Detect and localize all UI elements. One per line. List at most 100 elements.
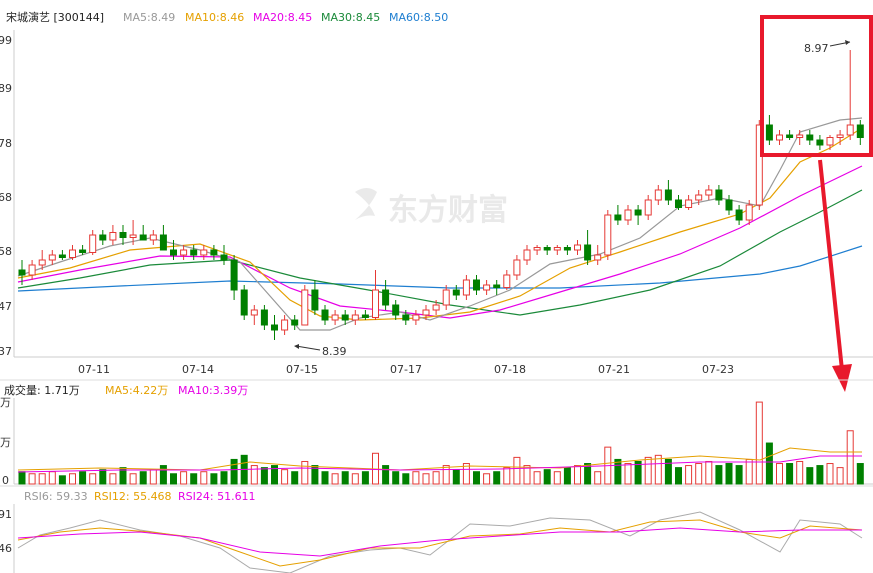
candle xyxy=(230,259,238,291)
x-tick-0717: 07-17 xyxy=(390,363,422,376)
candle xyxy=(856,124,864,138)
candle xyxy=(735,209,743,221)
rsi6-label: RSI6: 59.33 xyxy=(24,490,88,503)
candle xyxy=(139,234,147,241)
volume-bar xyxy=(321,471,329,485)
candle xyxy=(291,319,299,326)
low-arrowhead-icon xyxy=(294,344,299,349)
volume-bar xyxy=(129,473,137,485)
vol-tick-mid: 万 xyxy=(0,436,11,449)
candle xyxy=(614,214,622,221)
candle xyxy=(311,289,319,311)
volume-ma5-line xyxy=(17,447,862,471)
volume-bar xyxy=(806,467,814,485)
volume-bar xyxy=(705,460,713,485)
candle xyxy=(361,314,369,318)
volume-bar xyxy=(816,465,824,485)
candle xyxy=(301,289,309,326)
rsi6-line xyxy=(17,511,863,573)
candle xyxy=(715,189,723,201)
volume-bar xyxy=(503,467,511,485)
x-tick-0723: 07-23 xyxy=(702,363,734,376)
y-ticks: 99 89 78 68 58 47 37 xyxy=(0,34,12,358)
rsi24-label: RSI24: 51.611 xyxy=(178,490,256,503)
candle xyxy=(210,249,218,256)
ma30-label: MA30:8.45 xyxy=(321,11,380,24)
vol-tick-zero: 0 xyxy=(2,474,9,487)
volume-bar xyxy=(473,471,480,485)
volume-bar xyxy=(776,463,783,485)
candle xyxy=(109,232,117,241)
volume-bar xyxy=(523,465,531,485)
vol-tick-top: 万 xyxy=(0,396,11,409)
candle xyxy=(240,289,248,316)
rsi-tick-46: 46 xyxy=(0,542,12,555)
candle xyxy=(533,247,541,251)
volume-bar xyxy=(846,430,854,485)
highlight-arrow-line xyxy=(818,159,844,371)
volume-bar xyxy=(836,467,844,485)
volume-bar xyxy=(675,467,682,485)
ma60-line xyxy=(17,245,863,292)
candle xyxy=(260,309,268,326)
volume-bar xyxy=(695,463,703,485)
candle xyxy=(553,247,561,251)
x-tick-0721: 07-21 xyxy=(598,363,630,376)
candle xyxy=(331,314,339,321)
candle xyxy=(846,124,854,136)
candle xyxy=(513,259,521,276)
candle xyxy=(351,314,359,321)
volume-bar xyxy=(382,465,390,485)
candle xyxy=(705,189,713,196)
volume-bar xyxy=(220,471,228,485)
candle xyxy=(806,134,814,141)
watermark: 东方财富 xyxy=(355,188,508,228)
high-arrowhead-icon xyxy=(845,40,850,45)
candle xyxy=(594,254,602,261)
volume-bar xyxy=(392,471,400,485)
candle xyxy=(250,309,258,316)
high-annotation: 8.97 xyxy=(804,40,851,55)
candles xyxy=(18,50,864,340)
volume-bar xyxy=(99,469,107,485)
candle xyxy=(644,199,652,216)
volume-bar xyxy=(493,471,501,485)
candle xyxy=(654,189,662,201)
volume-bar xyxy=(654,454,662,485)
volume-bar xyxy=(715,465,723,485)
candle xyxy=(119,232,127,238)
volume-bar xyxy=(442,465,450,485)
high-value: 8.97 xyxy=(804,42,829,55)
candle xyxy=(58,254,66,258)
volume-bar xyxy=(584,463,592,485)
candle xyxy=(18,269,26,276)
volume-bar xyxy=(109,473,117,485)
candle xyxy=(129,234,137,238)
rsi-tick-91: 91 xyxy=(0,508,12,521)
volume-bar xyxy=(190,473,198,485)
candle xyxy=(826,137,834,146)
volume-bar xyxy=(341,471,349,485)
volume-bar xyxy=(291,471,299,485)
volume-bar xyxy=(48,471,56,485)
volume-bar xyxy=(28,473,36,485)
volume-bar xyxy=(594,471,602,485)
volume-bar xyxy=(69,473,76,485)
volume-bar xyxy=(664,458,672,485)
candle xyxy=(341,314,349,321)
low-arrow xyxy=(295,345,321,351)
volume-label: 成交量: 1.71万 xyxy=(4,383,80,397)
candle xyxy=(271,324,278,331)
candle xyxy=(755,124,763,206)
ma5-label: MA5:8.49 xyxy=(123,11,175,24)
volume-bar xyxy=(614,458,622,485)
ma10-label: MA10:8.46 xyxy=(185,11,244,24)
candle xyxy=(745,204,753,221)
volume-bar xyxy=(553,471,561,485)
volume-bar xyxy=(725,463,733,485)
volume-bar xyxy=(361,471,369,485)
candle xyxy=(281,319,289,331)
rsi12-line xyxy=(17,519,863,567)
volume-bar xyxy=(58,475,66,485)
